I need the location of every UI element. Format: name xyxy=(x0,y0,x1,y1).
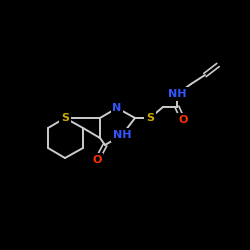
Text: N: N xyxy=(112,103,122,113)
Text: S: S xyxy=(146,113,154,123)
Text: O: O xyxy=(92,155,102,165)
Text: O: O xyxy=(178,115,188,125)
Text: NH: NH xyxy=(168,89,186,99)
Text: NH: NH xyxy=(113,130,131,140)
Text: S: S xyxy=(61,113,69,123)
